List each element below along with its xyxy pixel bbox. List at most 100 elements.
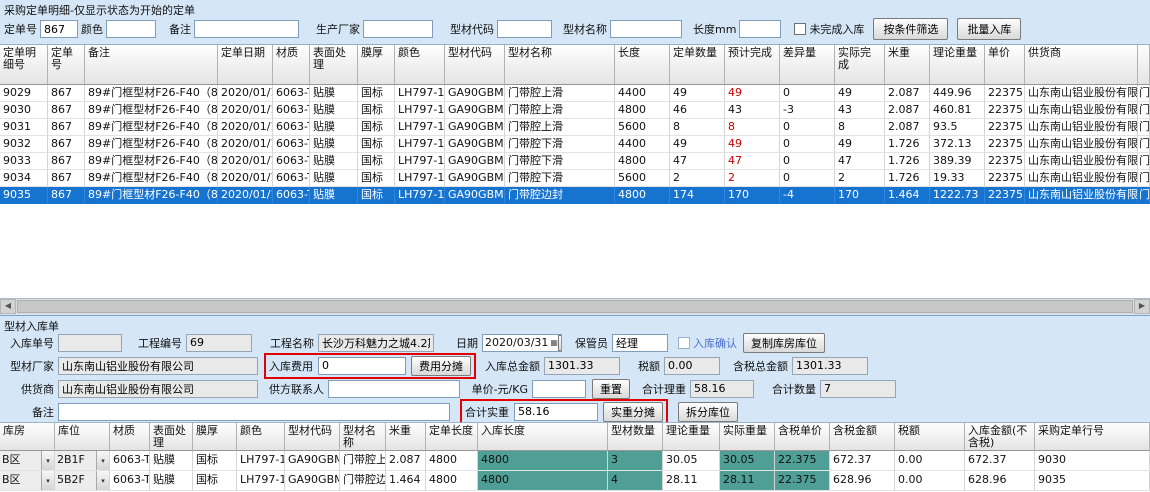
cell[interactable]: 4 <box>608 471 663 491</box>
cell[interactable]: 867 <box>48 136 85 153</box>
cell[interactable]: 867 <box>48 119 85 136</box>
cell[interactable]: 0 <box>780 136 835 153</box>
cell[interactable]: 672.37 <box>830 451 895 471</box>
total-qty-field[interactable] <box>820 379 896 398</box>
cell[interactable]: 22375 <box>985 187 1025 204</box>
cell[interactable]: 43 <box>835 102 885 119</box>
total-actual-weight-field[interactable] <box>514 402 598 421</box>
location-select[interactable]: 5B2F ▾ <box>55 471 110 491</box>
cell[interactable]: 9030 <box>0 102 48 119</box>
cell[interactable]: 门带腔上滑 <box>505 119 615 136</box>
cell[interactable]: 0 <box>780 119 835 136</box>
cell[interactable]: 2.087 <box>885 85 930 102</box>
cell[interactable]: 9035 <box>1035 471 1150 491</box>
cell[interactable]: 9029 <box>0 85 48 102</box>
inbound-fee-field[interactable] <box>318 356 406 375</box>
cell[interactable]: 山东南山铝业股份有限公司 <box>1025 136 1138 153</box>
cell[interactable]: 6063-T5 <box>273 187 310 204</box>
split-location-button[interactable]: 拆分库位 <box>678 401 738 422</box>
profile-factory-field[interactable] <box>58 356 258 375</box>
cell[interactable]: 47 <box>670 153 725 170</box>
cell[interactable]: 贴膜 <box>310 153 358 170</box>
cell[interactable]: 628.96 <box>830 471 895 491</box>
supplier-contact-field[interactable] <box>328 379 460 398</box>
tax-total-field[interactable] <box>792 356 868 375</box>
column-header[interactable]: 库位 <box>55 423 110 451</box>
table-row[interactable]: B区▾5B2F▾6063-T5贴膜国标LH797-1LL0GA90GBM05门带… <box>0 471 1150 491</box>
cell[interactable]: 22375 <box>985 85 1025 102</box>
cell[interactable]: 门带腔上滑 <box>505 85 615 102</box>
cell[interactable]: 170 <box>835 187 885 204</box>
cell[interactable]: 4400 <box>615 85 670 102</box>
cell[interactable]: 174 <box>670 187 725 204</box>
cell[interactable]: 867 <box>48 102 85 119</box>
column-header[interactable]: 长度 <box>615 45 670 85</box>
cell[interactable]: 93.5 <box>930 119 985 136</box>
column-header[interactable]: 材质 <box>110 423 150 451</box>
cell[interactable]: 49 <box>670 85 725 102</box>
length-input[interactable] <box>739 20 782 38</box>
scroll-left-icon[interactable]: ◀ <box>0 299 16 314</box>
cell[interactable]: 门带腔下滑 <box>505 170 615 187</box>
cell[interactable]: 47 <box>725 153 780 170</box>
cell[interactable]: 867 <box>48 187 85 204</box>
cell[interactable]: 国标 <box>358 85 395 102</box>
cell[interactable]: 山东南山铝业股份有限公司 <box>1025 119 1138 136</box>
cell[interactable]: 山东南山铝业股份有限公司 <box>1025 85 1138 102</box>
cell[interactable]: 3 <box>608 451 663 471</box>
copy-warehouse-location-button[interactable]: 复制库房库位 <box>743 332 825 353</box>
cell[interactable]: 628.96 <box>965 471 1035 491</box>
chevron-down-icon[interactable]: ▾ <box>96 451 109 470</box>
cell[interactable]: GA90GBM05 <box>445 187 505 204</box>
cell[interactable]: 4800 <box>615 187 670 204</box>
cell[interactable]: 89#门框型材F26-F40（866+867） <box>85 187 218 204</box>
unfinished-checkbox-label[interactable]: 未完成入库 <box>809 23 865 36</box>
cell[interactable]: 2020/01/13 <box>218 102 273 119</box>
column-header[interactable]: 理论重量 <box>663 423 720 451</box>
cell[interactable]: 山东南山铝业股份有限公司 <box>1025 170 1138 187</box>
column-header[interactable]: 差异量 <box>780 45 835 85</box>
cell[interactable]: 30.05 <box>720 451 775 471</box>
cell[interactable]: 8 <box>670 119 725 136</box>
cell[interactable]: 49 <box>670 136 725 153</box>
column-header[interactable]: 颜色 <box>237 423 285 451</box>
cell[interactable]: LH797-1LL0 <box>237 471 285 491</box>
cell[interactable]: 国标 <box>193 451 237 471</box>
scroll-right-icon[interactable]: ▶ <box>1134 299 1150 314</box>
order-no-input[interactable] <box>40 20 78 38</box>
cell[interactable]: 贴膜 <box>310 187 358 204</box>
warehouse-select[interactable]: B区 ▾ <box>0 471 55 491</box>
column-header[interactable]: 颜色 <box>395 45 445 85</box>
column-header[interactable]: 采购定单行号 <box>1035 423 1150 451</box>
cell[interactable]: 贴膜 <box>310 170 358 187</box>
chevron-down-icon[interactable]: ▾ <box>41 451 54 470</box>
inbound-confirm-label[interactable]: 入库确认 <box>693 336 737 350</box>
column-header[interactable]: 含税金额 <box>830 423 895 451</box>
cell[interactable]: 6063-T5 <box>110 471 150 491</box>
unfinished-checkbox[interactable] <box>794 23 807 35</box>
cell[interactable]: 4800 <box>615 102 670 119</box>
cell[interactable]: 1.464 <box>885 187 930 204</box>
color-input[interactable] <box>106 20 156 38</box>
cell[interactable]: 门带腔上滑 <box>340 451 386 471</box>
cell[interactable]: 山东南山铝业股份有限公司 <box>1025 102 1138 119</box>
column-header[interactable]: 税额 <box>895 423 965 451</box>
column-header[interactable]: 单价 <box>985 45 1025 85</box>
cell[interactable]: 5600 <box>615 170 670 187</box>
column-header[interactable]: 米重 <box>885 45 930 85</box>
cell[interactable]: 贴膜 <box>150 451 193 471</box>
cell[interactable]: 2020/01/13 <box>218 187 273 204</box>
cell[interactable]: 22375 <box>985 153 1025 170</box>
remark-input[interactable] <box>194 20 299 38</box>
cell[interactable]: GA90GBM04 <box>445 136 505 153</box>
cell[interactable]: 6063-T5 <box>273 85 310 102</box>
cell[interactable]: LH797-1LL0 <box>395 85 445 102</box>
profile-code-input[interactable] <box>497 20 552 38</box>
unit-price-field[interactable] <box>532 379 586 398</box>
cell[interactable]: 2020/01/13 <box>218 153 273 170</box>
cell[interactable]: 贴膜 <box>310 119 358 136</box>
cell[interactable]: 门带腔下滑 <box>505 136 615 153</box>
cell[interactable]: 867 <box>48 85 85 102</box>
cell[interactable]: 4400 <box>615 136 670 153</box>
column-header[interactable]: 实际重量 <box>720 423 775 451</box>
